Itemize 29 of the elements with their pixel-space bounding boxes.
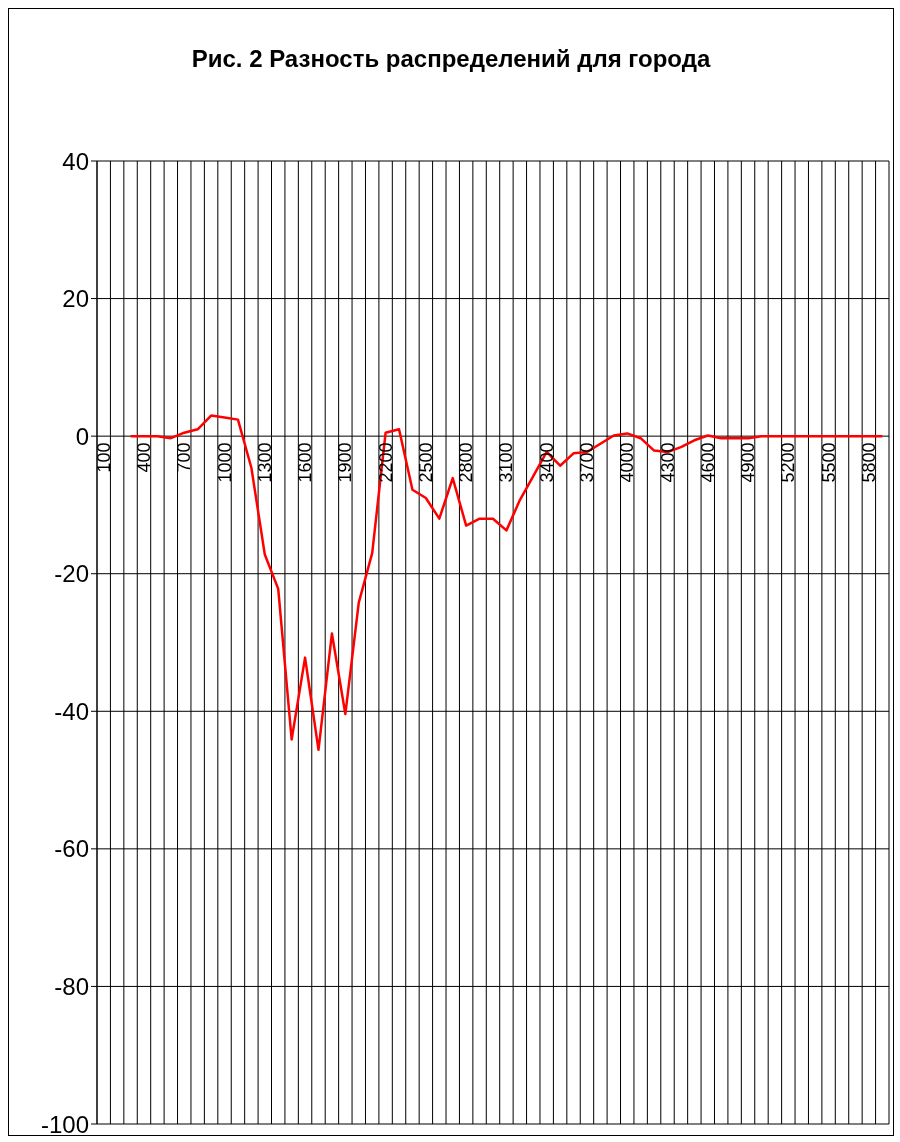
x-tick-label: 4300 <box>657 442 678 483</box>
x-tick-label: 400 <box>133 442 154 473</box>
x-tick-label: 100 <box>93 442 114 473</box>
y-tick-label: -60 <box>54 835 89 863</box>
y-tick-label: 0 <box>75 422 89 450</box>
line-series <box>129 414 884 752</box>
y-tick-label: 20 <box>62 285 89 313</box>
x-tick-label: 2800 <box>456 442 477 483</box>
x-tick-label: 5800 <box>858 442 879 483</box>
x-tick-label: 1000 <box>214 442 235 483</box>
y-tick-label: -20 <box>54 560 89 588</box>
x-tick-label: 700 <box>174 442 195 473</box>
x-tick-label: 3700 <box>576 442 597 483</box>
x-tick-label: 3100 <box>496 442 517 483</box>
x-tick-label: 1600 <box>295 442 316 483</box>
x-tick-label: 3400 <box>536 442 557 483</box>
y-tick-label: 40 <box>62 147 89 175</box>
x-tick-label: 5200 <box>778 442 799 483</box>
y-tick-label: -100 <box>40 1110 89 1138</box>
y-tick-label: -80 <box>54 972 89 1000</box>
x-tick-label: 2500 <box>415 442 436 483</box>
y-tick-label: -40 <box>54 697 89 725</box>
x-tick-label: 4600 <box>697 442 718 483</box>
x-tick-label: 1300 <box>254 442 275 483</box>
x-tick-label: 1900 <box>335 442 356 483</box>
x-tick-label: 4900 <box>738 442 759 483</box>
chart-title: Рис. 2 Разность распределений для города <box>190 45 712 73</box>
x-tick-label: 2200 <box>375 442 396 483</box>
x-tick-label: 5500 <box>818 442 839 483</box>
